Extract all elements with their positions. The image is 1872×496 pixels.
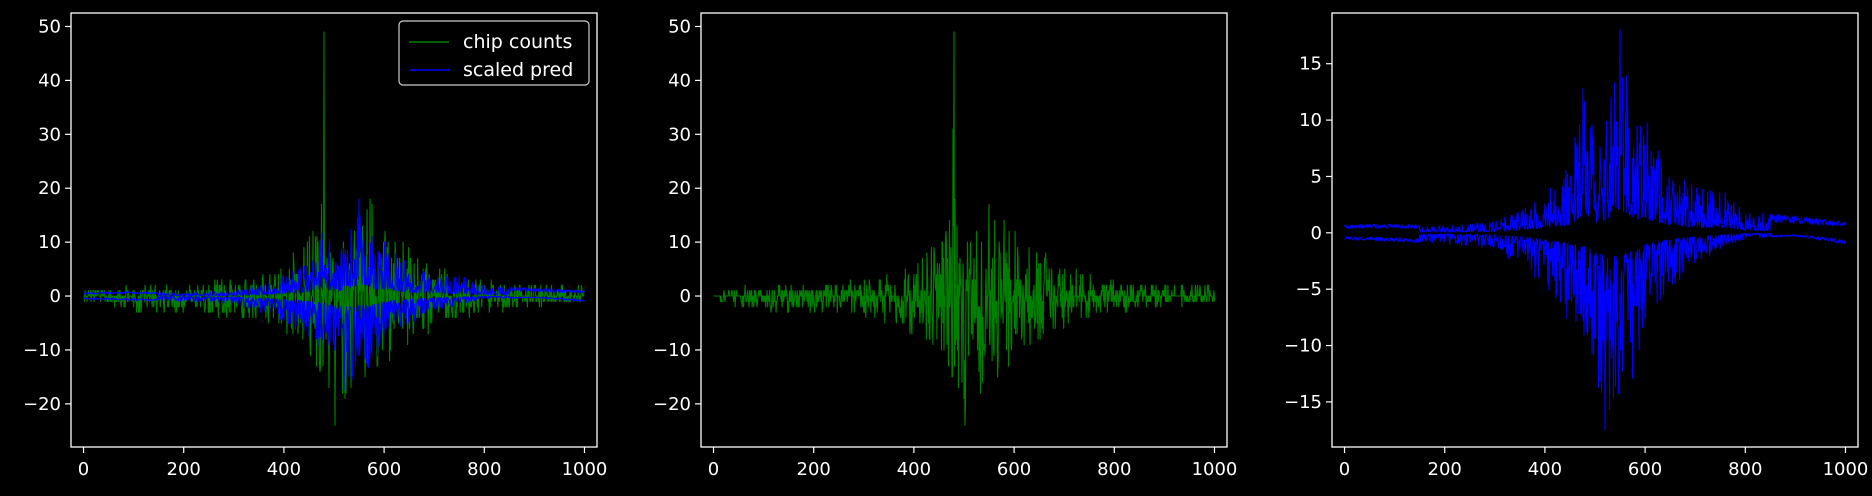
y-tick-label: 10 [1299,110,1322,131]
legend-label: chip counts [463,31,572,53]
y-tick-label: 0 [1311,223,1322,244]
x-tick-label: 200 [797,459,831,480]
y-tick-label: −10 [23,340,61,361]
y-tick-label: −10 [1284,336,1322,357]
series-line-scaled-pred-upper [83,198,585,297]
y-tick-label: 5 [1311,166,1322,187]
y-tick-label: 50 [38,16,61,37]
plot-area [1344,29,1847,431]
x-tick-label: 800 [1097,459,1131,480]
y-tick-label: 50 [668,16,691,37]
x-tick-label: 200 [167,459,201,480]
x-tick-label: 1000 [1823,459,1869,480]
y-tick-label: 20 [668,178,691,199]
series-line-chip-counts [713,31,1216,426]
x-tick-label: 600 [997,459,1031,480]
chart-panel-1: 0 200 400 600 800 1000 −20 −10 0 10 20 30 40 50 chip c… [23,12,608,480]
y-tick-label: 20 [38,178,61,199]
y-tick-label: 40 [668,70,691,91]
x-tick-label: 0 [708,459,719,480]
y-tick-label: 10 [38,232,61,253]
plot-area [83,31,585,426]
y-tick-label: 30 [668,124,691,145]
y-tick-label: 0 [50,286,61,307]
x-tick-label: 400 [267,459,301,480]
y-tick-label: 0 [680,286,691,307]
y-tick-label: 40 [38,70,61,91]
x-tick-label: 200 [1428,459,1462,480]
chart-panel-3: 0 200 400 600 800 1000 −15 −10 −5 0 5 10 15 [1284,12,1869,480]
y-tick-label: −15 [1284,392,1322,413]
x-tick-label: 600 [367,459,401,480]
y-tick-label: 30 [38,124,61,145]
series-line-scaled-pred-lower [1344,232,1846,431]
x-tick-label: 600 [1628,459,1662,480]
x-tick-label: 0 [1339,459,1350,480]
series-line-scaled-pred-upper [1344,29,1847,233]
series-line-scaled-pred-lower [83,295,585,391]
y-tick-label: 15 [1299,54,1322,75]
y-tick-label: −10 [653,340,691,361]
x-tick-label: 400 [897,459,931,480]
y-tick-label: 10 [668,232,691,253]
x-tick-label: 800 [467,459,501,480]
x-tick-label: 1000 [562,459,608,480]
legend-box [398,20,590,86]
y-tick-label: −5 [1295,279,1322,300]
plot-frame [70,12,598,448]
plot-frame [1331,12,1859,448]
x-tick-label: 800 [1728,459,1762,480]
y-tick-label: −20 [653,394,691,415]
legend-label: scaled pred [463,59,573,81]
y-tick-label: −20 [23,394,61,415]
chart-panel-2: 0 200 400 600 800 1000 −20 −10 0 10 20 30 40 50 [653,12,1238,480]
plot-frame [700,12,1228,448]
x-tick-label: 0 [78,459,89,480]
x-tick-label: 1000 [1192,459,1238,480]
legend: chip counts scaled pred [398,20,590,86]
x-tick-label: 400 [1528,459,1562,480]
plot-area [713,31,1216,426]
